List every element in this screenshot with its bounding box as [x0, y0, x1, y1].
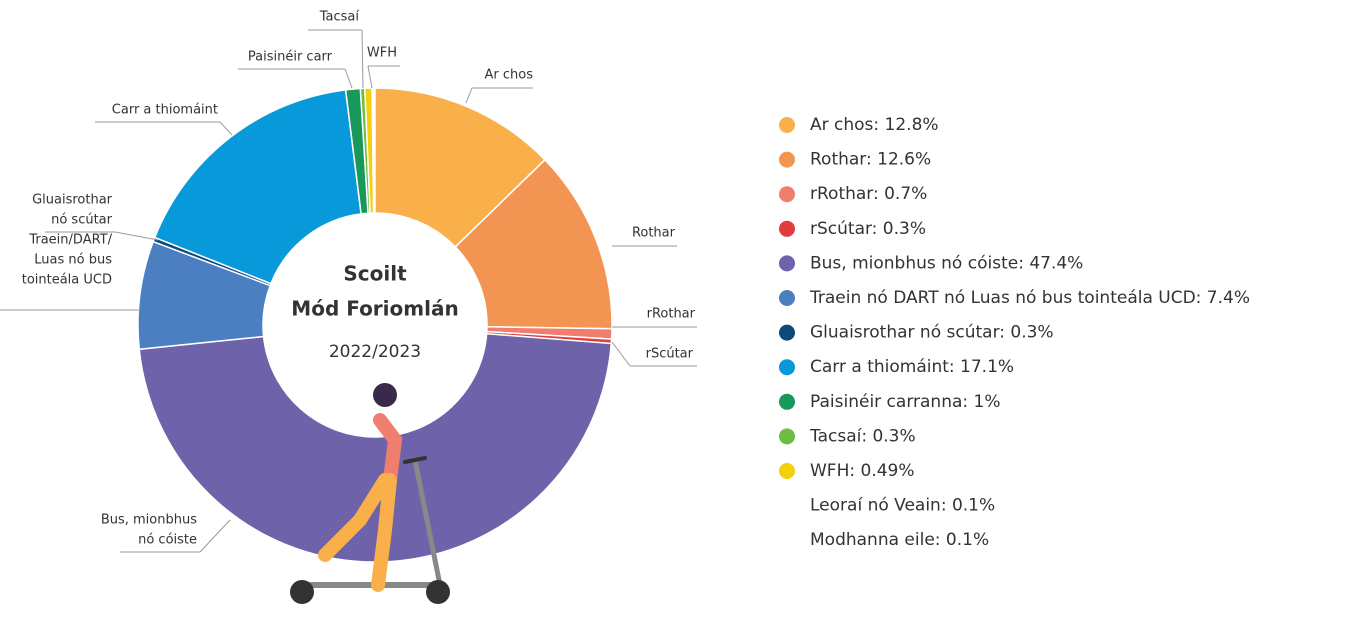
- donut-hole: [263, 213, 487, 437]
- chart-period: 2022/2023: [329, 342, 421, 362]
- legend-dot: [779, 324, 795, 341]
- legend-label: WFH: 0.49%: [810, 461, 915, 481]
- legend-dot: [779, 393, 795, 410]
- slice-labels: Ar chos Rothar rRothar rScútar Bus, mionbhus…: [0, 10, 697, 553]
- slice-label: Traein/DART/: [28, 233, 112, 248]
- legend-dot: [779, 359, 795, 376]
- leader-line: [367, 65, 373, 89]
- slice-label: rRothar: [647, 307, 696, 322]
- slice-label: Luas nó bus: [34, 253, 112, 268]
- slice-label: nó cóiste: [138, 533, 197, 548]
- legend-label: Gluaisrothar nó scútar: 0.3%: [810, 323, 1054, 343]
- leader-line: [344, 68, 353, 89]
- leader-line: [114, 231, 159, 241]
- legend: Ar chos: 12.8% Rothar: 12.6% rRothar: 0.7%…: [779, 115, 1250, 550]
- legend-label: Traein nó DART nó Luas nó bus tointeála …: [809, 288, 1250, 308]
- scooter-illustration: [290, 383, 450, 604]
- legend-dot: [779, 186, 795, 203]
- legend-dot: [779, 255, 795, 272]
- legend-label: Ar chos: 12.8%: [810, 115, 939, 135]
- leader-line: [199, 519, 231, 553]
- slice-label: rScútar: [646, 347, 694, 362]
- slice-label: Ar chos: [485, 68, 534, 83]
- slice-label: Carr a thiomáint: [112, 103, 218, 118]
- leader-line: [219, 121, 233, 136]
- legend-dot: [779, 463, 795, 479]
- legend-label: Bus, mionbhus nó cóiste: 47.4%: [810, 253, 1083, 273]
- legend-label: Tacsaí: 0.3%: [809, 426, 916, 446]
- slice-label: tointeála UCD: [22, 273, 112, 288]
- legend-dot: [779, 117, 795, 133]
- legend-label: Carr a thiomáint: 17.1%: [810, 357, 1014, 377]
- leader-line: [465, 87, 473, 104]
- leader-line: [611, 341, 631, 367]
- donut: [137, 87, 613, 563]
- legend-dot: [779, 151, 795, 168]
- legend-label: Paisinéir carranna: 1%: [810, 392, 1001, 412]
- legend-label: rScútar: 0.3%: [810, 219, 926, 239]
- slice-label: Rothar: [632, 226, 676, 241]
- chart-subtitle: Mód Foriomlán: [291, 297, 458, 321]
- legend-label: Leoraí nó Veain: 0.1%: [810, 496, 995, 516]
- chart-title: Scoilt: [343, 262, 407, 286]
- legend-dot: [779, 220, 795, 237]
- leader-line: [361, 29, 364, 89]
- slice-label: Paisinéir carr: [248, 50, 333, 65]
- legend-label: Rothar: 12.6%: [810, 150, 931, 170]
- slice-label: Bus, mionbhus: [101, 513, 197, 528]
- slice-label: Tacsaí: [319, 10, 360, 25]
- slice-label: WFH: [367, 46, 397, 61]
- legend-label: rRothar: 0.7%: [810, 184, 927, 204]
- slice-label: Gluaisrothar: [32, 193, 113, 208]
- legend-dot: [779, 428, 795, 445]
- legend-label: Modhanna eile: 0.1%: [810, 530, 989, 550]
- slice-label: nó scútar: [51, 213, 113, 228]
- legend-dot: [779, 290, 795, 306]
